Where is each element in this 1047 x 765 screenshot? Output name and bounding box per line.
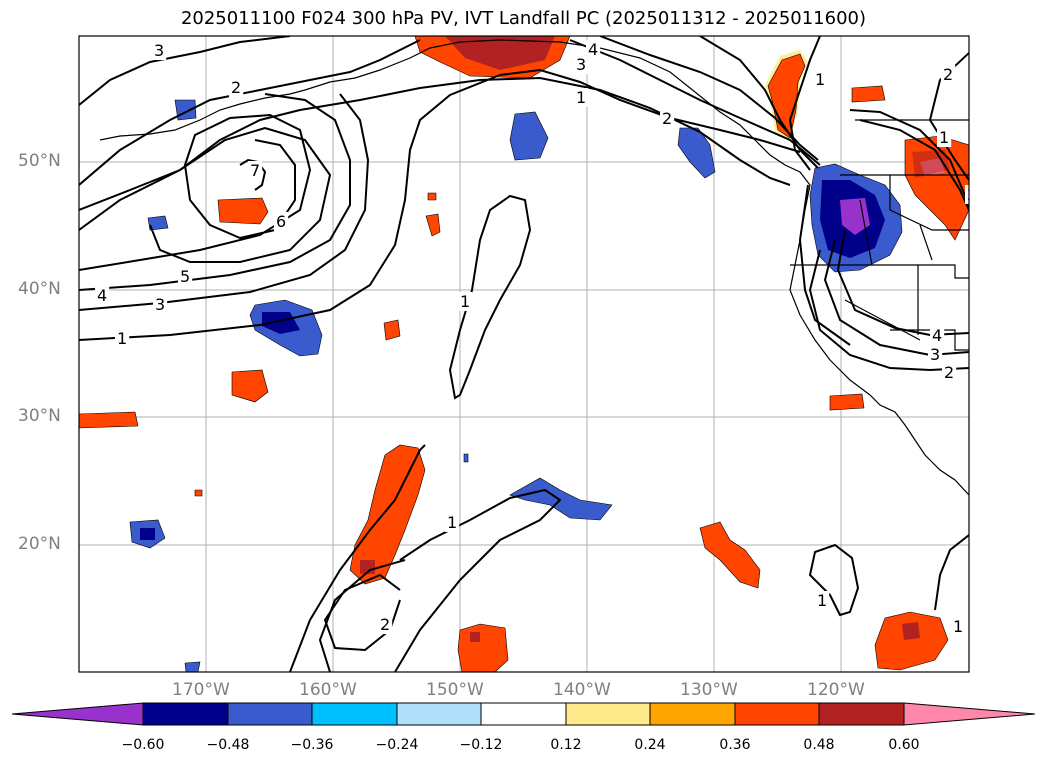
- colorbar-tick-label: −0.12: [459, 737, 503, 753]
- pos-blob-mexico: [874, 611, 949, 671]
- pos-blob-bc: [767, 53, 806, 139]
- lat-label: 30°N: [18, 406, 61, 426]
- gridlines: [79, 36, 969, 672]
- lon-label: 140°W: [553, 680, 611, 700]
- lon-label: 150°W: [426, 680, 484, 700]
- lon-label: 120°W: [807, 680, 865, 700]
- map-title: 2025011100 F024 300 hPa PV, IVT Landfall…: [180, 8, 867, 29]
- contour-label: 5: [180, 267, 190, 286]
- contour-label: 1: [953, 617, 963, 636]
- lon-label: 170°W: [172, 680, 230, 700]
- contour-label: 2: [967, 185, 977, 204]
- colorbar-extend-high: [903, 702, 1036, 726]
- colorbar-tick-label: 0.48: [803, 737, 835, 753]
- contour-label: 2: [943, 65, 953, 84]
- lat-label: 20°N: [18, 534, 61, 554]
- contour-label: 1: [460, 292, 470, 311]
- lon-label: 160°W: [299, 680, 357, 700]
- contour-label: 2: [231, 78, 241, 97]
- contour-label: 1: [447, 513, 457, 532]
- contour-label: 2: [662, 109, 672, 128]
- colorbar-tick-label: −0.48: [206, 737, 250, 753]
- colorbar-tick-label: −0.24: [375, 737, 419, 753]
- colorbar-tick-label: −0.36: [290, 737, 334, 753]
- colorbar-tick-label: 0.24: [634, 737, 666, 753]
- map-frame: [78, 35, 970, 673]
- contour-label: 4: [588, 40, 598, 59]
- lat-label: 50°N: [18, 151, 61, 171]
- colorbar-tick-label: −0.60: [121, 737, 165, 753]
- contour-label: 4: [932, 326, 942, 345]
- contour-labels: 3 2 1 7 6 5 4 3 1 4 3 1 2 1 2 1 4 3 2 1 …: [95, 40, 977, 636]
- colorbar-tick-label: 0.60: [888, 737, 920, 753]
- contour-label: 6: [276, 212, 286, 231]
- contour-label: 3: [155, 295, 165, 314]
- contour-label: 3: [930, 345, 940, 364]
- colorbar-tick-label: 0.36: [719, 737, 751, 753]
- contour-label: 4: [97, 286, 107, 305]
- coastlines: [99, 39, 969, 496]
- contour-label: 1: [817, 591, 827, 610]
- contour-label: 7: [250, 161, 260, 180]
- contour-label: 1: [117, 329, 127, 348]
- contour-label: 1: [939, 128, 949, 147]
- lon-label: 130°W: [680, 680, 738, 700]
- contour-label: 2: [380, 615, 390, 634]
- contour-label: 3: [576, 55, 586, 74]
- colorbar: [11, 702, 1036, 726]
- positive-anomalies: [79, 36, 969, 672]
- contour-label: 1: [815, 70, 825, 89]
- contour-label: 3: [154, 41, 164, 60]
- colorbar-extend-low: [11, 702, 144, 726]
- colorbar-tick-label: 0.12: [550, 737, 582, 753]
- lat-label: 40°N: [18, 279, 61, 299]
- contour-label: 2: [944, 363, 954, 382]
- contour-label: 1: [576, 88, 586, 107]
